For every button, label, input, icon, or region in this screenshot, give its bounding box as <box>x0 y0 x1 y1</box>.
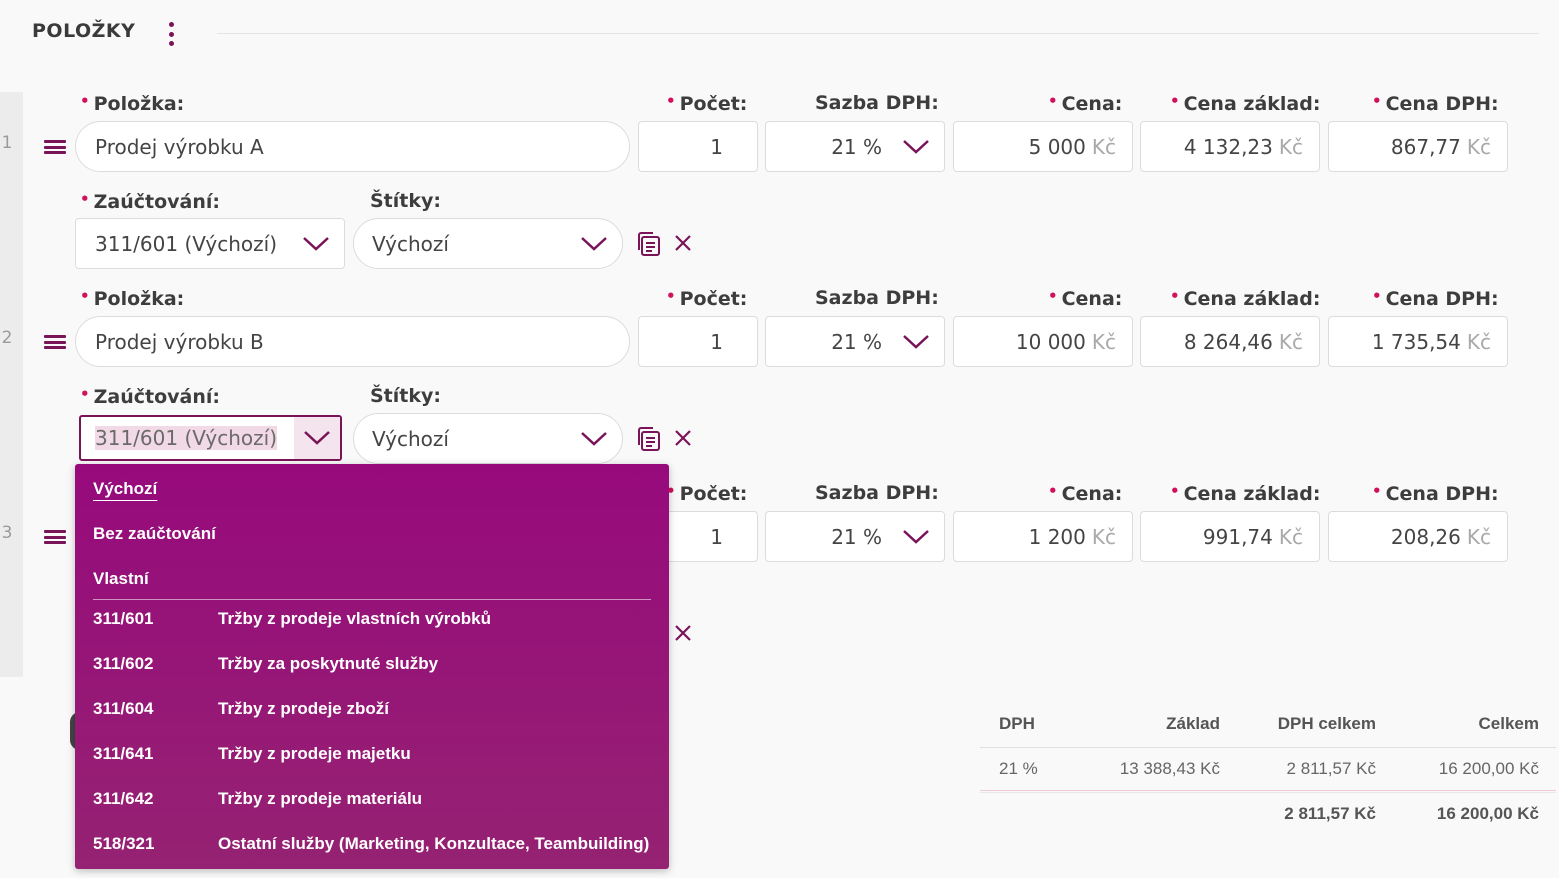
price-input[interactable]: 5 000 Kč <box>953 121 1133 172</box>
accounting-select[interactable]: 311/601 (Výchozí) <box>75 218 345 269</box>
table-header: DPH celkem <box>1277 714 1376 733</box>
close-icon[interactable] <box>668 618 698 648</box>
label-stitky: Štítky: <box>370 190 441 212</box>
label-cena: • Cena: <box>1048 92 1123 115</box>
table-divider <box>980 747 1556 748</box>
table-divider <box>980 790 1556 793</box>
price-base-input[interactable]: 8 264,46 Kč <box>1140 316 1320 367</box>
label-zauctovani: • Zaúčtování: <box>80 190 220 213</box>
drag-handle-icon[interactable] <box>44 140 66 154</box>
total-sum: 16 200,00 Kč <box>1436 804 1539 823</box>
tags-select[interactable]: Výchozí <box>353 218 623 269</box>
chevron-down-icon <box>902 523 930 551</box>
price-vat-input[interactable]: 1 735,54 Kč <box>1328 316 1508 367</box>
price-vat-input[interactable]: 208,26 Kč <box>1328 511 1508 562</box>
label-cena: • Cena: <box>1048 482 1123 505</box>
accounting-dropdown-menu: Výchozí Bez zaúčtování Vlastní 311/601 Tr… <box>75 464 669 869</box>
quantity-input[interactable]: 1 <box>638 121 758 172</box>
price-input[interactable]: 10 000 Kč <box>953 316 1133 367</box>
label-zauctovani: • Zaúčtování: <box>80 385 220 408</box>
chevron-down-icon <box>294 417 340 459</box>
label-cena-zaklad: • Cena základ: <box>1170 92 1321 115</box>
chevron-down-icon <box>902 133 930 161</box>
dropdown-account-item[interactable]: 311/642 Tržby z prodeje materiálu <box>93 789 423 808</box>
row-number: 1 <box>1 133 13 153</box>
price-vat-input[interactable]: 867,77 Kč <box>1328 121 1508 172</box>
chevron-down-icon <box>902 328 930 356</box>
chevron-down-icon <box>580 230 608 258</box>
label-sazba-dph: Sazba DPH: <box>815 482 939 504</box>
dropdown-option-bez-zauctovani[interactable]: Bez zaúčtování <box>93 524 216 543</box>
tags-select[interactable]: Výchozí <box>353 413 623 464</box>
more-options-icon[interactable] <box>162 20 180 48</box>
label-polozka: • Položka: <box>80 287 185 310</box>
row-number: 3 <box>1 523 13 543</box>
dropdown-account-item[interactable]: 311/602 Tržby za poskytnuté služby <box>93 654 439 673</box>
dropdown-account-item[interactable]: 518/321 Ostatní služby (Marketing, Konzul… <box>93 834 650 853</box>
vat-rate-select[interactable]: 21 % <box>765 121 945 172</box>
total-vat: 2 811,57 Kč <box>1284 804 1376 823</box>
close-icon[interactable] <box>668 423 698 453</box>
row-gutter <box>0 92 23 677</box>
dropdown-option-vychozi[interactable]: Výchozí <box>93 479 158 498</box>
table-header: Celkem <box>1478 714 1539 733</box>
table-cell: 2 811,57 Kč <box>1286 759 1376 778</box>
dropdown-divider <box>93 599 651 600</box>
table-cell: 16 200,00 Kč <box>1438 759 1539 778</box>
copy-icon[interactable] <box>634 229 664 259</box>
label-polozka: • Položka: <box>80 92 185 115</box>
label-cena-zaklad: • Cena základ: <box>1170 482 1321 505</box>
section-title: POLOŽKY <box>32 20 136 42</box>
vat-rate-select[interactable]: 21 % <box>765 511 945 562</box>
item-name-input[interactable]: Prodej výrobku B <box>75 316 630 367</box>
label-pocet: • Počet: <box>666 92 748 115</box>
label-cena-dph: • Cena DPH: <box>1372 482 1499 505</box>
close-icon[interactable] <box>668 228 698 258</box>
price-base-input[interactable]: 4 132,23 Kč <box>1140 121 1320 172</box>
price-base-input[interactable]: 991,74 Kč <box>1140 511 1320 562</box>
label-cena: • Cena: <box>1048 287 1123 310</box>
item-name-input[interactable]: Prodej výrobku A <box>75 121 630 172</box>
label-sazba-dph: Sazba DPH: <box>815 287 939 309</box>
vat-rate-select[interactable]: 21 % <box>765 316 945 367</box>
label-pocet: • Počet: <box>666 287 748 310</box>
drag-handle-icon[interactable] <box>44 335 66 349</box>
table-header: DPH <box>999 714 1035 733</box>
accounting-select-open[interactable]: 311/601 (Výchozí) <box>79 415 342 461</box>
dropdown-account-item[interactable]: 311/641 Tržby z prodeje majetku <box>93 744 411 763</box>
label-cena-dph: • Cena DPH: <box>1372 92 1499 115</box>
quantity-input[interactable]: 1 <box>638 316 758 367</box>
label-cena-zaklad: • Cena základ: <box>1170 287 1321 310</box>
copy-icon[interactable] <box>634 424 664 454</box>
chevron-down-icon <box>580 425 608 453</box>
price-input[interactable]: 1 200 Kč <box>953 511 1133 562</box>
chevron-down-icon <box>302 230 330 258</box>
label-stitky: Štítky: <box>370 385 441 407</box>
dropdown-account-item[interactable]: 311/604 Tržby z prodeje zboží <box>93 699 389 718</box>
dropdown-account-item[interactable]: 311/601 Tržby z prodeje vlastních výrobků <box>93 609 492 628</box>
label-cena-dph: • Cena DPH: <box>1372 287 1499 310</box>
label-sazba-dph: Sazba DPH: <box>815 92 939 114</box>
table-cell: 13 388,43 Kč <box>1119 759 1220 778</box>
dropdown-option-vlastni[interactable]: Vlastní <box>93 569 149 588</box>
table-cell: 21 % <box>999 759 1038 778</box>
drag-handle-icon[interactable] <box>44 530 66 544</box>
table-header: Základ <box>1166 714 1220 733</box>
label-pocet: • Počet: <box>666 482 748 505</box>
row-number: 2 <box>1 328 13 348</box>
header-divider <box>217 33 1539 34</box>
